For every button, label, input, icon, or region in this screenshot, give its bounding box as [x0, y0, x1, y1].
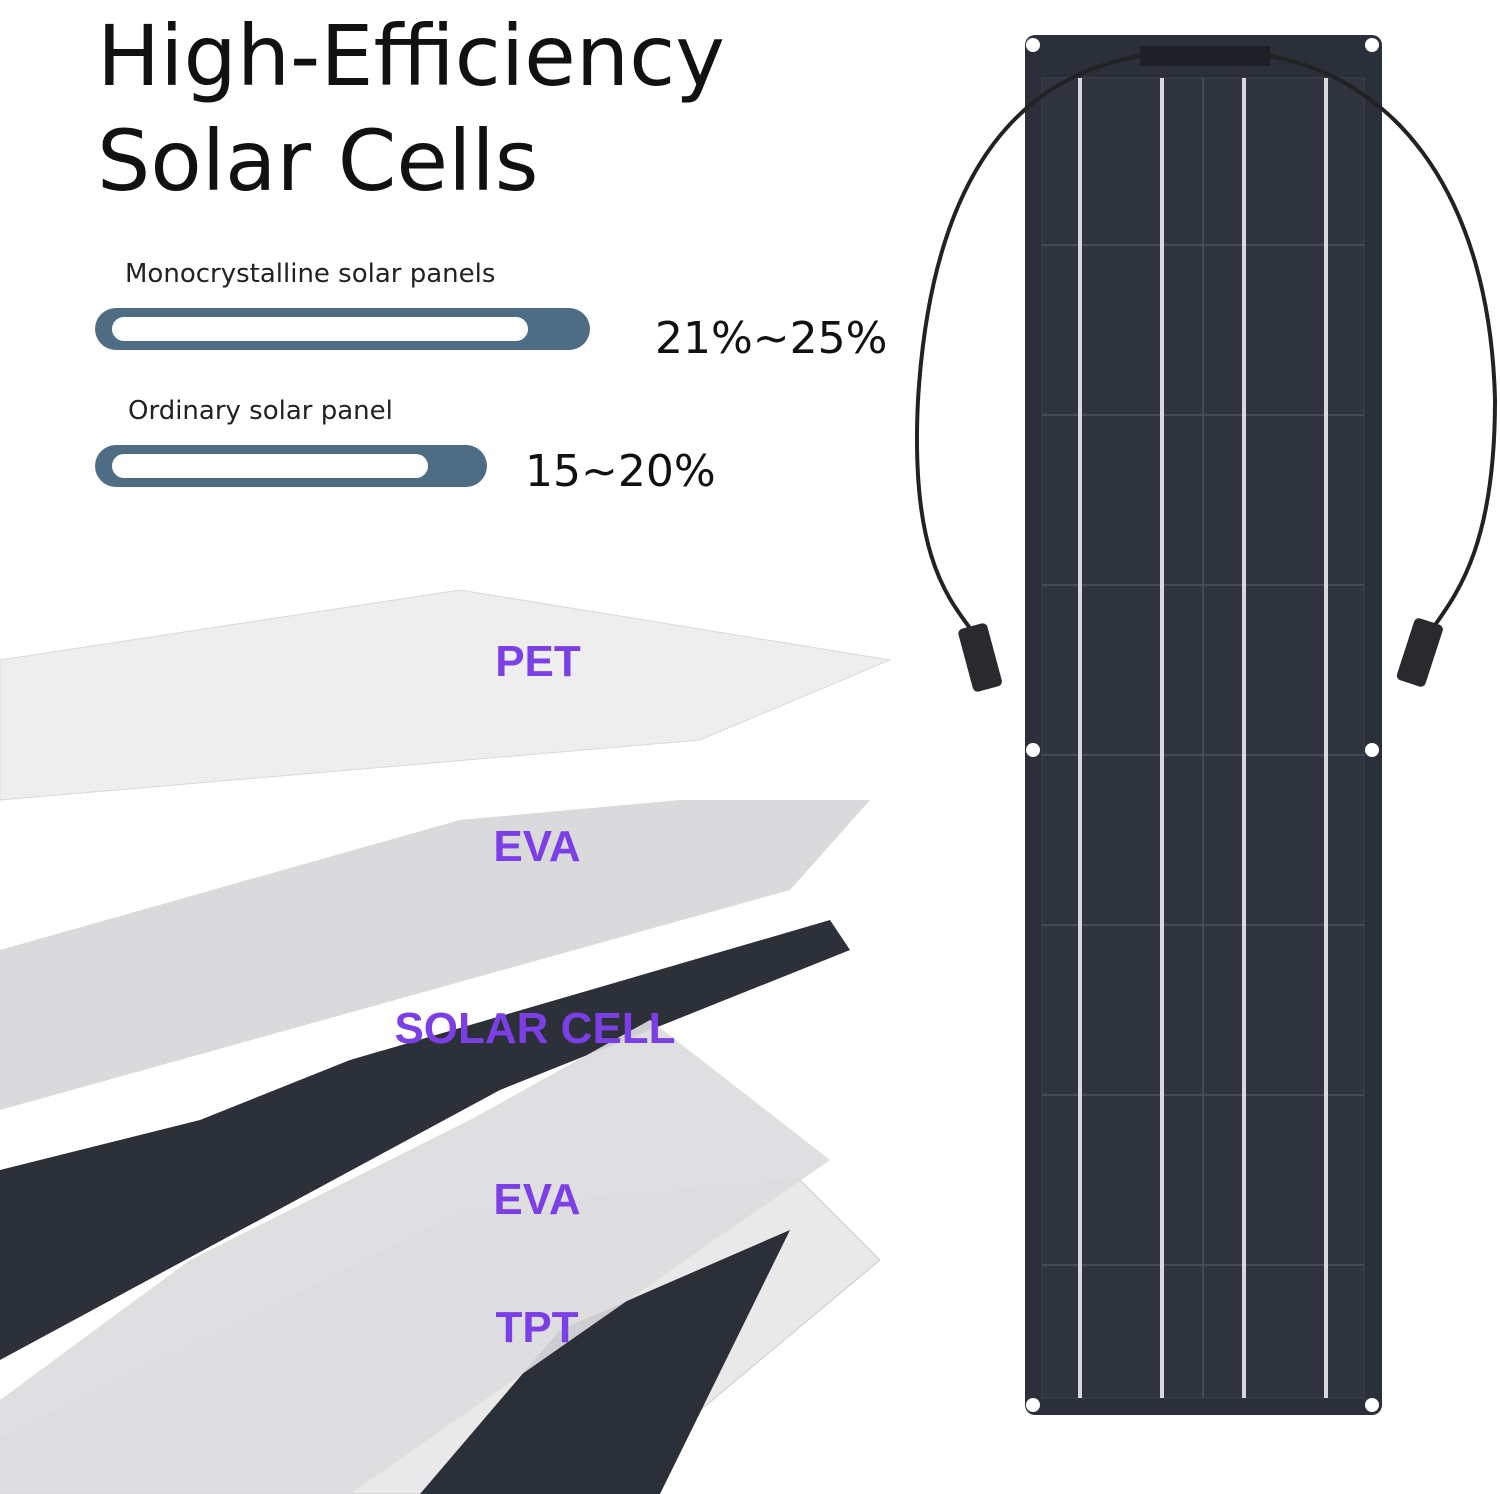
layer-stack — [0, 589, 892, 1494]
comparison-value: 21%~25% — [655, 313, 887, 364]
busbars — [1078, 78, 1328, 1398]
layer-label: SOLAR CELL — [394, 1004, 675, 1053]
comparison-label: Monocrystalline solar panels — [125, 259, 495, 289]
tpt-cells — [420, 1230, 790, 1494]
layer-label: EVA — [493, 1175, 580, 1224]
junction-box — [1140, 46, 1270, 66]
connector — [1396, 618, 1443, 687]
connector — [958, 623, 1002, 692]
title-line: High-Efficiency — [97, 7, 725, 105]
pet-layer — [0, 589, 892, 801]
title-line: Solar Cells — [97, 112, 539, 210]
layer-label: PET — [495, 637, 581, 686]
cable — [1269, 54, 1498, 627]
efficiency-bar-fill — [112, 317, 528, 341]
layer-label: TPT — [495, 1303, 578, 1352]
cable — [915, 54, 1141, 637]
eva-layer — [0, 800, 870, 1110]
comparison-value: 15~20% — [525, 446, 716, 497]
eva-layer — [0, 1020, 830, 1494]
solar-panel — [915, 35, 1498, 1415]
cell-grid — [1042, 78, 1364, 1398]
comparison-label: Ordinary solar panel — [128, 396, 393, 426]
mount-holes — [1026, 38, 1379, 1412]
efficiency-bar-fill — [112, 454, 428, 478]
layer-label: EVA — [493, 822, 580, 871]
